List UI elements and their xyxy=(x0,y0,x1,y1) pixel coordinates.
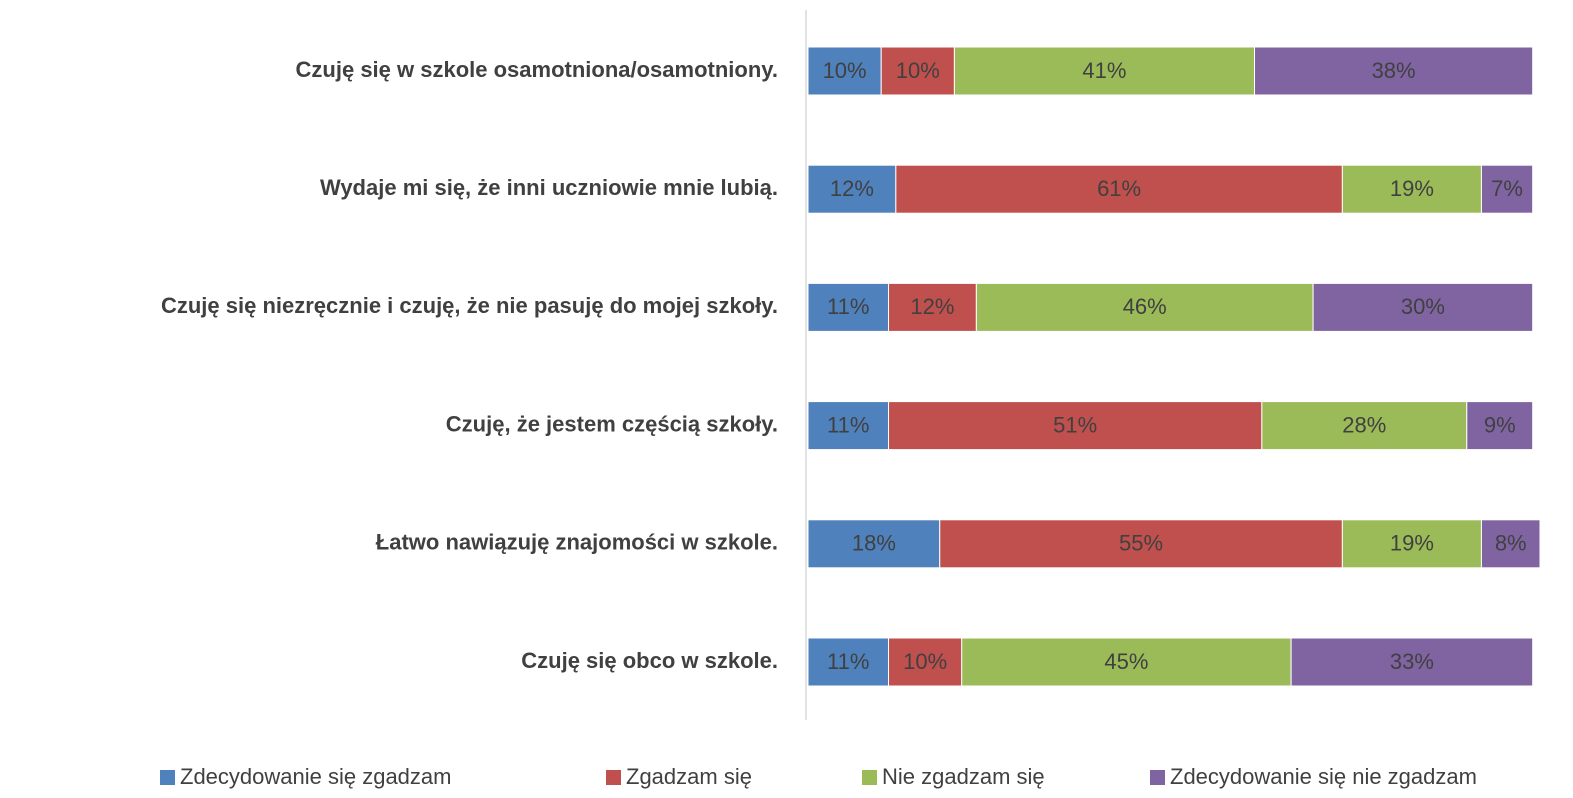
legend-label: Zdecydowanie się zgadzam xyxy=(180,764,451,789)
data-label: 61% xyxy=(1097,176,1141,201)
data-label: 55% xyxy=(1119,531,1163,556)
legend-swatch xyxy=(160,770,175,785)
category-label: Wydaje mi się, że inni uczniowie mnie lu… xyxy=(320,175,778,200)
bar-segment xyxy=(961,637,1292,687)
data-label: 28% xyxy=(1342,412,1386,437)
data-label: 30% xyxy=(1401,294,1445,319)
bar-segment xyxy=(807,637,890,687)
legend-label: Nie zgadzam się xyxy=(882,764,1045,789)
data-label: 11% xyxy=(827,649,869,674)
bar-segment xyxy=(807,519,941,569)
legend-swatch xyxy=(606,770,621,785)
data-label: 11% xyxy=(827,412,869,437)
category-label: Czuję się w szkole osamotniona/osamotnio… xyxy=(296,57,778,82)
bar-segment xyxy=(1261,401,1468,451)
bar-segment xyxy=(1480,519,1541,569)
data-label: 10% xyxy=(903,649,947,674)
bar-segment xyxy=(880,46,955,96)
data-label: 19% xyxy=(1390,531,1434,556)
bar-segment xyxy=(1480,164,1534,214)
data-label: 10% xyxy=(896,58,940,83)
bar-segment xyxy=(975,282,1314,332)
data-label: 46% xyxy=(1123,294,1167,319)
category-label: Czuję, że jestem częścią szkoły. xyxy=(446,411,778,436)
bar-segment xyxy=(895,164,1343,214)
category-label: Czuję się niezręcznie i czuję, że nie pa… xyxy=(161,293,778,318)
category-label: Łatwo nawiązuję znajomości w szkole. xyxy=(376,530,778,555)
data-label: 10% xyxy=(823,58,867,83)
data-label: 7% xyxy=(1491,176,1523,201)
category-label: Czuję się obco w szkole. xyxy=(521,648,778,673)
bar-segment xyxy=(939,519,1343,569)
bar-segment xyxy=(888,401,1263,451)
bar-segment xyxy=(807,282,890,332)
data-label: 33% xyxy=(1390,649,1434,674)
bar-segment xyxy=(1312,282,1534,332)
bar-segment xyxy=(807,401,890,451)
data-label: 9% xyxy=(1484,412,1516,437)
data-label: 38% xyxy=(1372,58,1416,83)
bar-segment xyxy=(1290,637,1534,687)
legend-label: Zgadzam się xyxy=(626,764,752,789)
bar-segment xyxy=(953,46,1256,96)
data-label: 41% xyxy=(1082,58,1126,83)
bar-segment xyxy=(1341,519,1482,569)
data-label: 12% xyxy=(910,294,954,319)
data-label: 8% xyxy=(1495,531,1527,556)
bar-segment xyxy=(1466,401,1534,451)
legend-label: Zdecydowanie się nie zgadzam xyxy=(1170,764,1477,789)
data-label: 12% xyxy=(830,176,874,201)
data-label: 51% xyxy=(1053,412,1097,437)
data-label: 19% xyxy=(1390,176,1434,201)
bar-segment xyxy=(1254,46,1534,96)
legend-swatch xyxy=(1150,770,1165,785)
data-label: 11% xyxy=(827,294,869,319)
data-label: 45% xyxy=(1104,649,1148,674)
data-label: 18% xyxy=(852,531,896,556)
bar-segment xyxy=(888,282,977,332)
legend-swatch xyxy=(862,770,877,785)
